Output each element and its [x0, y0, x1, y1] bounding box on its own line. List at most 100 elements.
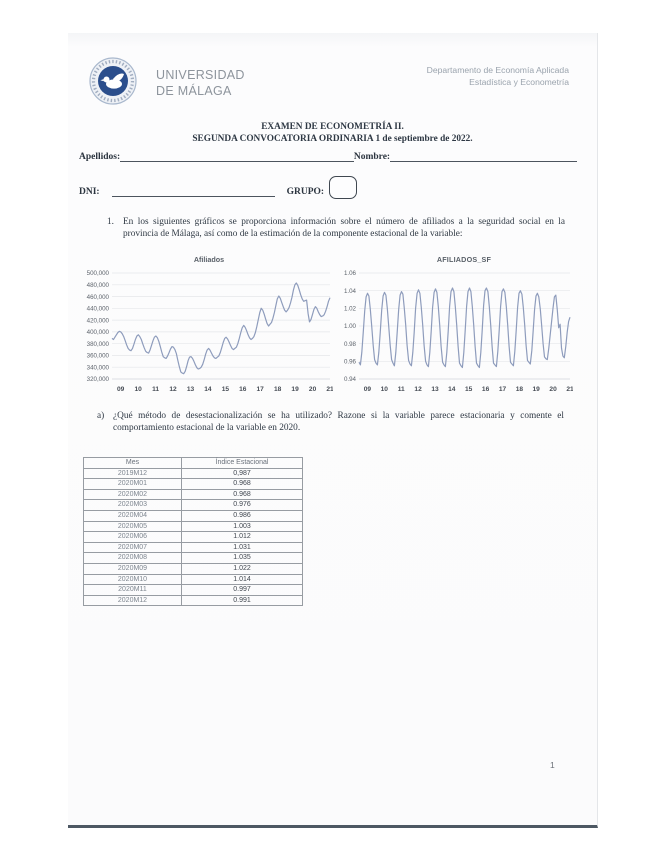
department-line2: Estadística y Econometría	[469, 77, 569, 87]
svg-text:09: 09	[117, 386, 125, 393]
cell-indice: 0.968	[181, 488, 303, 501]
svg-text:1.02: 1.02	[344, 306, 357, 313]
svg-text:500,000: 500,000	[87, 270, 110, 277]
table-row: 2020M02 0.968	[83, 488, 303, 501]
department-name: Departamento de Economía Aplicada Estadí…	[427, 64, 569, 88]
scanned-exam-page: UNIVERSIDAD DE MÁLAGA Departamento de Ec…	[68, 33, 598, 828]
table-row: 2020M09 1.022	[83, 562, 303, 575]
svg-text:440,000: 440,000	[87, 306, 110, 313]
svg-text:19: 19	[533, 386, 541, 393]
exam-title-line1: EXAMEN DE ECONOMETRÍA II.	[261, 122, 404, 132]
question-1: 1. En los siguientes gráficos se proporc…	[107, 217, 565, 240]
apellidos-blank-line	[120, 150, 354, 162]
cell-mes: 2019M12	[83, 467, 182, 480]
cell-mes: 2020M08	[83, 552, 182, 564]
seasonal-index-table: Mes Índice Estacional 2019M12 0,987 2020M01 0…	[83, 457, 303, 607]
question-a-number: a)	[97, 411, 105, 421]
question-1-number: 1.	[107, 217, 114, 227]
svg-text:18: 18	[274, 386, 282, 393]
question-a: a) ¿Qué método de desestacionalización s…	[97, 411, 564, 434]
svg-text:1.04: 1.04	[344, 288, 357, 295]
cell-mes: 2020M06	[83, 531, 182, 543]
cell-mes: 2020M01	[83, 478, 182, 490]
page-number: 1	[550, 760, 555, 770]
chart-afiliados-title: Afiliados	[193, 255, 225, 264]
grupo-label: GRUPO:	[286, 187, 325, 197]
svg-text:17: 17	[499, 386, 507, 393]
table-row: 2020M10 1.014	[83, 573, 303, 586]
chart-afiliados: Afiliados 320,000 340,000 360,000 380,000 40…	[85, 255, 334, 399]
exam-title: EXAMEN DE ECONOMETRÍA II. SEGUNDA CONVOC…	[68, 122, 597, 145]
svg-text:11: 11	[398, 386, 405, 393]
svg-text:320,000: 320,000	[87, 376, 110, 383]
svg-text:480,000: 480,000	[87, 282, 110, 289]
svg-text:16: 16	[482, 386, 490, 393]
university-seal-icon	[89, 57, 137, 105]
question-a-text: ¿Qué método de desestacionalización se h…	[113, 411, 564, 433]
svg-text:10: 10	[381, 386, 389, 393]
svg-text:15: 15	[222, 386, 230, 393]
cell-indice: 0.991	[181, 594, 303, 607]
svg-text:0.96: 0.96	[344, 359, 357, 366]
cell-indice: 1.035	[181, 552, 303, 564]
svg-text:0.94: 0.94	[344, 376, 357, 383]
grupo-box	[329, 176, 358, 199]
svg-text:460,000: 460,000	[87, 294, 110, 301]
chart-afiliados-sf-canvas: 0.94 0.96 0.98 1.00 1.02 1.04 1.06 09 10 11 12 13 14…	[344, 270, 574, 393]
cell-mes: 2020M04	[83, 509, 182, 522]
university-name-line2: DE MÁLAGA	[156, 84, 232, 98]
dni-blank-line	[111, 185, 275, 197]
svg-text:13: 13	[431, 386, 439, 393]
dni-grupo-row: DNI: GRUPO:	[79, 176, 439, 199]
svg-text:21: 21	[326, 386, 333, 393]
cell-indice: 0.968	[181, 478, 303, 490]
svg-text:20: 20	[549, 386, 557, 393]
table-row: 2020M08 1.035	[83, 552, 303, 564]
svg-text:17: 17	[257, 386, 265, 393]
dni-label: DNI:	[79, 187, 100, 197]
svg-text:20: 20	[309, 386, 317, 393]
question-1-text: En los siguientes gráficos se proporcion…	[123, 217, 565, 239]
cell-mes: 2020M10	[83, 573, 182, 586]
apellidos-label: Apellidos:	[79, 152, 121, 162]
svg-text:21: 21	[566, 386, 573, 393]
cell-mes: 2020M09	[83, 562, 182, 575]
cell-indice: 0.997	[181, 584, 303, 596]
university-name-line1: UNIVERSIDAD	[156, 68, 245, 82]
svg-text:09: 09	[364, 386, 372, 393]
cell-indice: 0.976	[181, 499, 303, 511]
svg-text:1.00: 1.00	[344, 323, 357, 330]
table-header-row: Mes Índice Estacional	[83, 457, 303, 469]
svg-text:10: 10	[135, 386, 143, 393]
table-row: 2020M06 1.012	[83, 531, 303, 543]
cell-mes: 2020M11	[83, 584, 182, 596]
table-row: 2020M07 1.031	[83, 541, 303, 554]
table-row: 2020M11 0.997	[83, 584, 303, 596]
svg-text:12: 12	[169, 386, 177, 393]
svg-text:380,000: 380,000	[87, 341, 110, 348]
cell-indice: 1.012	[181, 531, 303, 543]
university-name: UNIVERSIDAD DE MÁLAGA	[156, 67, 245, 99]
nombre-label: Nombre:	[353, 152, 391, 162]
col-header-mes: Mes	[83, 457, 182, 469]
cell-indice: 0,987	[181, 467, 303, 480]
svg-text:14: 14	[204, 386, 212, 393]
name-fields-row: Apellidos: Nombre:	[79, 150, 577, 162]
svg-text:13: 13	[187, 386, 195, 393]
chart-afiliados-sf-title: AFILIADOS_SF	[436, 255, 492, 264]
cell-mes: 2020M07	[83, 541, 182, 554]
cell-indice: 1.022	[181, 562, 303, 575]
svg-text:19: 19	[291, 386, 299, 393]
svg-text:12: 12	[414, 386, 422, 393]
table-row: 2020M01 0.968	[83, 478, 303, 490]
exam-title-line2: SEGUNDA CONVOCATORIA ORDINARIA 1 de sept…	[192, 133, 473, 144]
col-header-indice: Índice Estacional	[181, 457, 303, 469]
svg-text:18: 18	[516, 386, 524, 393]
table-row: 2020M04 0.986	[83, 509, 303, 522]
table-row: 2020M12 0.991	[83, 594, 303, 607]
chart-afiliados-canvas: 320,000 340,000 360,000 380,000 400,000 420,0…	[87, 270, 334, 393]
chart-afiliados-sf: AFILIADOS_SF 0.94 0.96 0.98 1.00 1.02 1.04 1.0…	[337, 255, 574, 399]
cell-mes: 2020M03	[83, 499, 182, 511]
seasonal-index-table-wrap: Mes Índice Estacional 2019M12 0,987 2020M01 0…	[83, 457, 303, 607]
cell-indice: 0.986	[181, 509, 303, 522]
